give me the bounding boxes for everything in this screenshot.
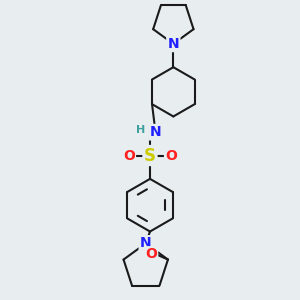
Text: H: H bbox=[136, 124, 145, 135]
Text: N: N bbox=[150, 125, 161, 139]
Text: O: O bbox=[165, 148, 177, 163]
Text: N: N bbox=[167, 37, 179, 51]
Text: O: O bbox=[145, 248, 157, 262]
Text: N: N bbox=[140, 236, 152, 250]
Text: S: S bbox=[144, 146, 156, 164]
Text: O: O bbox=[123, 148, 135, 163]
